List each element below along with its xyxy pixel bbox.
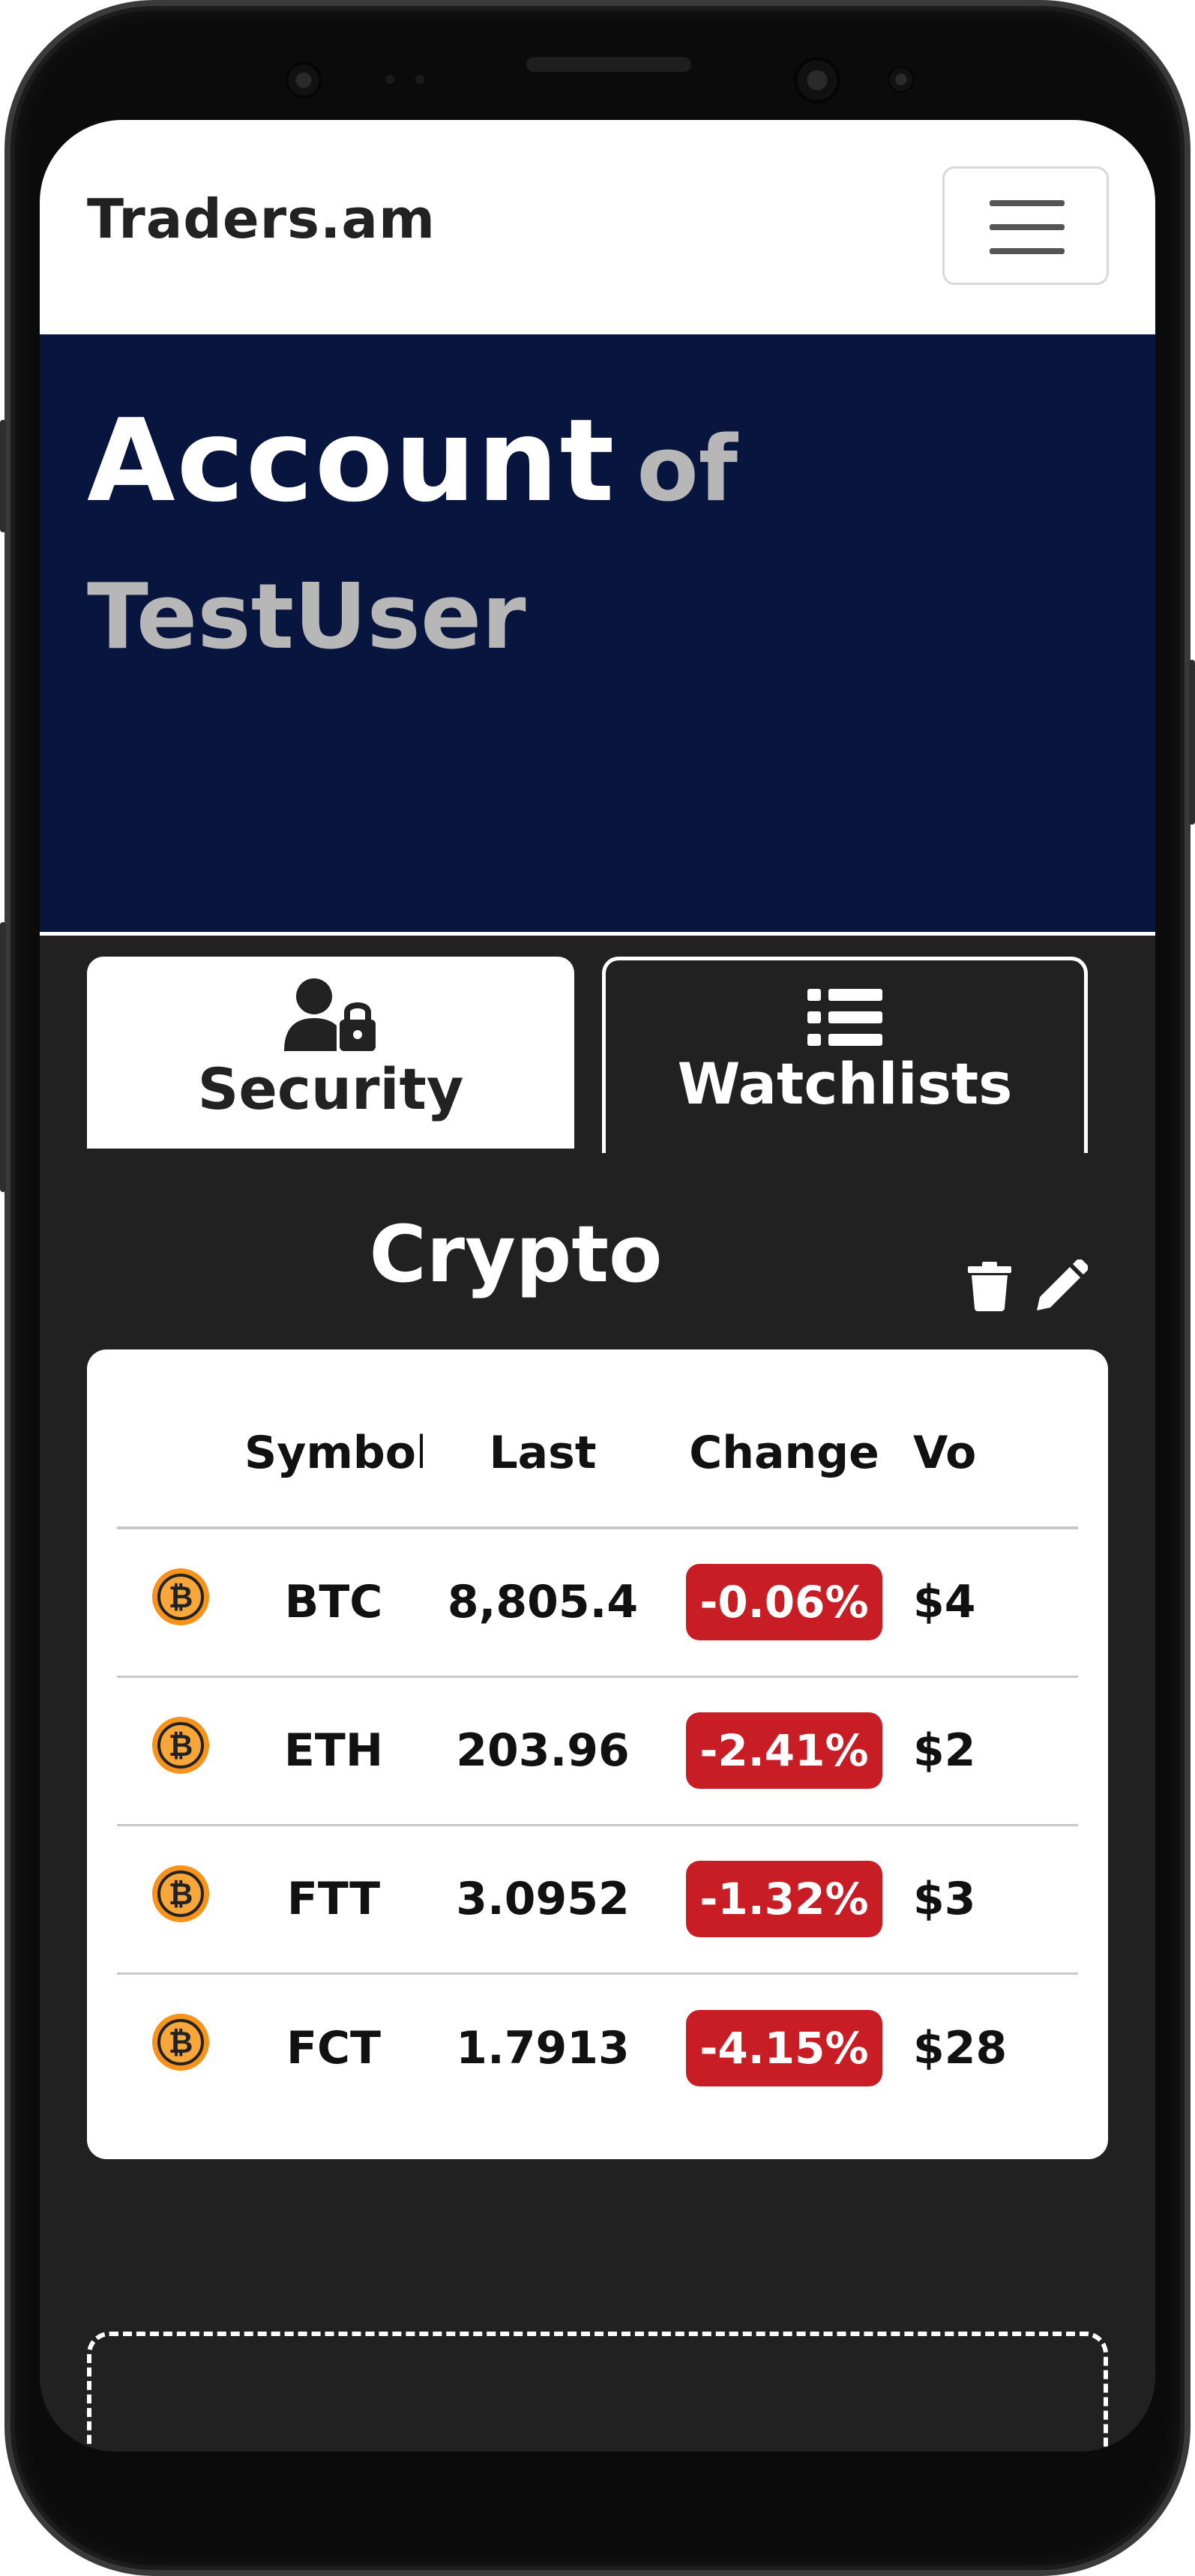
- symbol-cell: FCT: [286, 2021, 381, 2074]
- hamburger-icon: [990, 224, 1065, 230]
- last-price-cell: 3.0952: [423, 1825, 663, 1975]
- change-badge: -1.32%: [686, 1861, 882, 1937]
- last-price-cell: 203.96: [423, 1676, 663, 1826]
- change-cell: -0.06%: [663, 1528, 906, 1678]
- last-price-cell: 8,805.4: [423, 1528, 663, 1678]
- bitcoin-icon: ₿: [152, 1865, 209, 1922]
- earpiece-speaker: [526, 57, 691, 72]
- page-title-of: of: [636, 418, 738, 522]
- table-row[interactable]: ₿ ETH 203.96 -2.41% $2: [117, 1676, 1078, 1826]
- change-cell: -1.32%: [663, 1825, 906, 1975]
- bitcoin-icon: ₿: [152, 1568, 209, 1625]
- sensor-icon: [888, 66, 915, 93]
- watchlist-table-scroll[interactable]: Symbol Last Change Vo ₿: [117, 1379, 1078, 2129]
- menu-toggle-button[interactable]: [942, 166, 1109, 285]
- coin-icon-cell: ₿: [117, 1528, 244, 1678]
- tab-watchlists[interactable]: Watchlists: [602, 957, 1088, 1153]
- table-row[interactable]: ₿ FTT 3.0952 -1.32% $3: [117, 1825, 1078, 1975]
- account-header: Account of TestUser Security Watchli: [40, 334, 1155, 1153]
- symbol-cell: ETH: [244, 1676, 423, 1826]
- brand-logo[interactable]: Traders.am: [87, 187, 436, 250]
- tab-label: Watchlists: [677, 1050, 1013, 1117]
- volume-button: [0, 420, 6, 532]
- svg-text:₿: ₿: [169, 1877, 193, 1912]
- column-header-change[interactable]: Change: [663, 1379, 906, 1529]
- volume-cell: $28: [913, 2021, 1008, 2074]
- table-row[interactable]: ₿ BTC 8,805.4 -0.06% $4: [117, 1528, 1078, 1678]
- svg-text:₿: ₿: [169, 2026, 193, 2060]
- tabs-divider: [40, 932, 1155, 936]
- hamburger-icon: [990, 200, 1065, 206]
- page-title: Account of: [87, 394, 738, 527]
- user-lock-icon: [284, 978, 376, 1051]
- svg-text:₿: ₿: [169, 1729, 193, 1763]
- change-cell: -4.15%: [663, 1973, 906, 2122]
- app-screen: Traders.am Account of TestUser Security: [40, 120, 1155, 2452]
- change-badge: -0.06%: [686, 1564, 882, 1641]
- svg-text:₿: ₿: [169, 1580, 193, 1615]
- table-header-row: Symbol Last Change Vo: [117, 1379, 1078, 1529]
- coin-icon-cell: ₿: [117, 1973, 244, 2122]
- change-badge: -2.41%: [686, 1712, 882, 1789]
- coin-icon-cell: ₿: [117, 1825, 244, 1975]
- list-icon: [807, 989, 882, 1046]
- last-price-cell: 1.7913: [456, 2021, 630, 2074]
- volume-button: [0, 922, 6, 1192]
- sensor-dot: [385, 75, 394, 84]
- coin-icon-cell: ₿: [117, 1676, 244, 1826]
- sensor-dot: [415, 75, 424, 84]
- add-watchlist-placeholder[interactable]: [87, 2332, 1108, 2452]
- watchlist-title: Crypto: [369, 1209, 663, 1300]
- tab-security[interactable]: Security: [87, 957, 574, 1149]
- column-header-volume[interactable]: Vo: [906, 1379, 1078, 1529]
- table-row[interactable]: ₿ FCT 1.7913 -4.15% $28: [117, 1973, 1078, 2122]
- volume-cell: $2: [906, 1676, 1078, 1826]
- trash-icon[interactable]: [968, 1262, 1011, 1311]
- column-header-last[interactable]: Last: [423, 1379, 663, 1529]
- symbol-cell: BTC: [244, 1528, 423, 1678]
- volume-cell: $3: [906, 1825, 1078, 1975]
- watchlist-card: Symbol Last Change Vo ₿: [87, 1349, 1108, 2159]
- change-badge: -4.15%: [686, 2009, 882, 2086]
- change-cell: -2.41%: [663, 1676, 906, 1826]
- edit-pencil-icon[interactable]: [1035, 1260, 1088, 1312]
- navbar: Traders.am: [40, 120, 1155, 334]
- hamburger-icon: [990, 248, 1065, 254]
- page-title-main: Account: [87, 394, 616, 527]
- tab-label: Security: [197, 1056, 464, 1122]
- column-header-icon: [117, 1379, 244, 1529]
- power-button: [1189, 660, 1195, 825]
- page-title-username: TestUser: [87, 565, 526, 669]
- column-header-symbol[interactable]: Symbol: [244, 1379, 423, 1529]
- bitcoin-icon: ₿: [152, 1716, 209, 1774]
- volume-cell: $4: [906, 1528, 1078, 1678]
- symbol-cell: FTT: [244, 1825, 423, 1975]
- front-camera-icon: [794, 57, 840, 103]
- front-camera-icon: [286, 62, 322, 98]
- watchlist-table: Symbol Last Change Vo ₿: [117, 1379, 1078, 2122]
- bitcoin-icon: ₿: [152, 2014, 209, 2071]
